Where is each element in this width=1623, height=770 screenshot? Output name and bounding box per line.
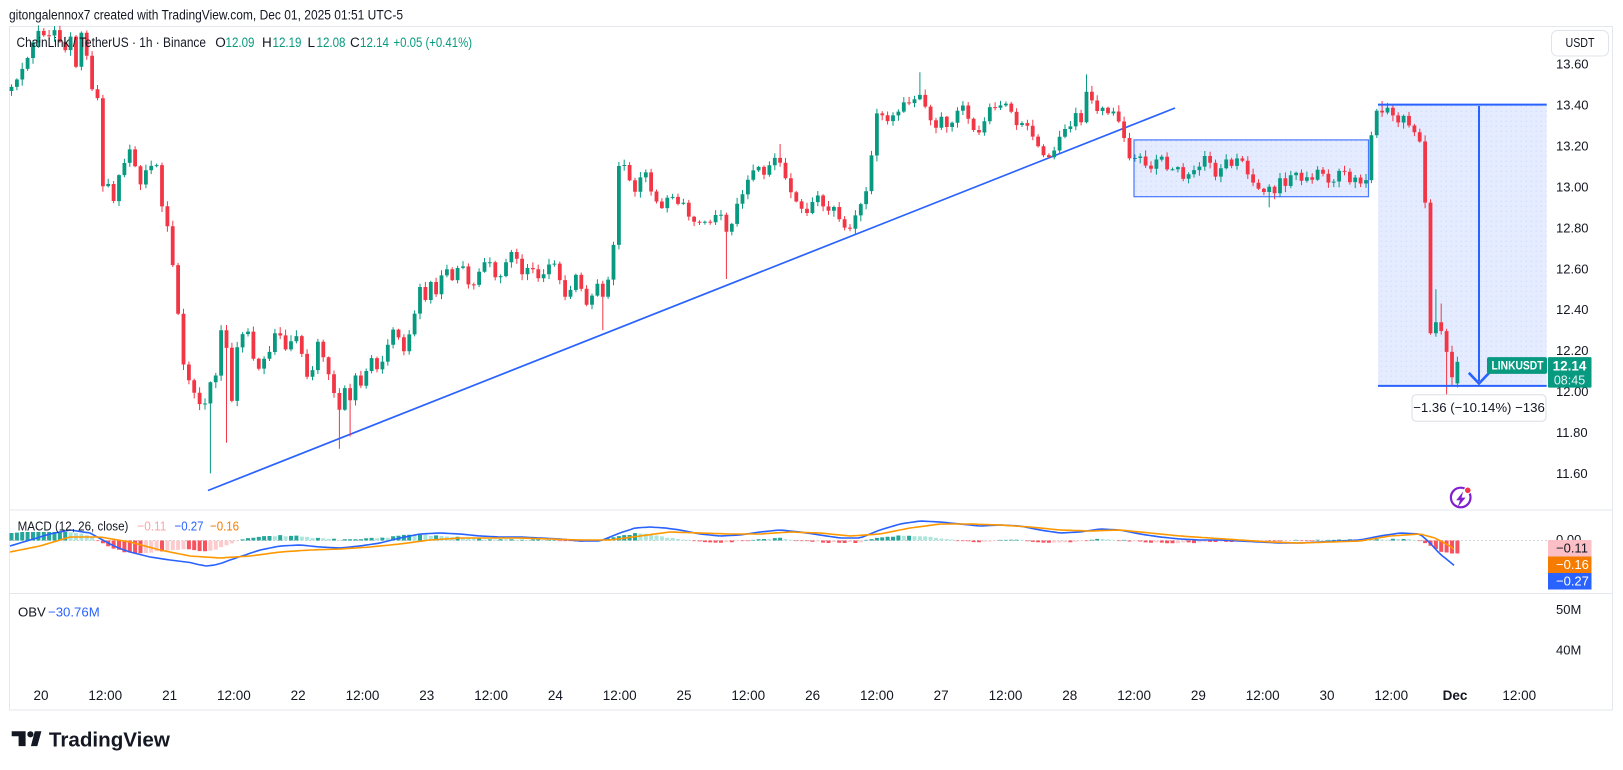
svg-text:−0.27: −0.27 <box>175 519 204 534</box>
svg-text:12.14: 12.14 <box>1553 359 1587 374</box>
svg-text:−0.27: −0.27 <box>1556 574 1589 589</box>
svg-text:12:00: 12:00 <box>1246 688 1280 703</box>
svg-text:12:00: 12:00 <box>346 688 380 703</box>
svg-text:12:00: 12:00 <box>1374 688 1408 703</box>
svg-text:C: C <box>350 35 360 50</box>
svg-text:13.40: 13.40 <box>1556 98 1589 113</box>
svg-text:12.14: 12.14 <box>360 35 389 50</box>
svg-text:12:00: 12:00 <box>860 688 894 703</box>
svg-text:L: L <box>308 35 316 50</box>
svg-text:25: 25 <box>676 688 691 703</box>
svg-text:12:00: 12:00 <box>474 688 508 703</box>
svg-text:23: 23 <box>419 688 434 703</box>
svg-text:12.19: 12.19 <box>273 35 302 50</box>
svg-text:40M: 40M <box>1556 643 1581 658</box>
svg-text:−1.36 (−10.14%) −136: −1.36 (−10.14%) −136 <box>1413 400 1545 415</box>
svg-text:30: 30 <box>1319 688 1334 703</box>
svg-text:21: 21 <box>162 688 177 703</box>
svg-text:12:00: 12:00 <box>603 688 637 703</box>
svg-text:13.00: 13.00 <box>1556 179 1589 194</box>
svg-text:ChainLink / TetherUS · 1h · Bi: ChainLink / TetherUS · 1h · Binance <box>17 35 207 50</box>
svg-text:11.60: 11.60 <box>1556 466 1588 481</box>
svg-text:13.60: 13.60 <box>1556 57 1589 72</box>
svg-text:12.40: 12.40 <box>1556 302 1589 317</box>
svg-text:gitongalennox7 created with Tr: gitongalennox7 created with TradingView.… <box>9 8 403 23</box>
svg-text:27: 27 <box>934 688 949 703</box>
svg-text:12:00: 12:00 <box>731 688 765 703</box>
svg-text:20: 20 <box>33 688 48 703</box>
svg-text:−0.11: −0.11 <box>137 519 166 534</box>
svg-text:28: 28 <box>1062 688 1077 703</box>
svg-text:USDT: USDT <box>1566 36 1595 50</box>
svg-text:12:00: 12:00 <box>989 688 1023 703</box>
svg-text:−30.76M: −30.76M <box>48 605 100 620</box>
svg-text:LINKUSDT: LINKUSDT <box>1492 359 1545 373</box>
svg-text:12.09: 12.09 <box>226 35 255 50</box>
svg-text:−0.16: −0.16 <box>1556 557 1589 572</box>
svg-text:H: H <box>262 35 272 50</box>
svg-text:13.20: 13.20 <box>1556 139 1589 154</box>
svg-text:50M: 50M <box>1556 602 1581 617</box>
svg-text:11.80: 11.80 <box>1556 425 1588 440</box>
svg-text:12.80: 12.80 <box>1556 220 1589 235</box>
svg-text:24: 24 <box>548 688 564 703</box>
svg-text:+0.05 (+0.41%): +0.05 (+0.41%) <box>394 35 473 50</box>
svg-text:12:00: 12:00 <box>1117 688 1151 703</box>
svg-text:−0.16: −0.16 <box>210 519 239 534</box>
svg-text:MACD (12, 26, close): MACD (12, 26, close) <box>18 519 129 534</box>
svg-text:29: 29 <box>1191 688 1206 703</box>
svg-text:08:45: 08:45 <box>1554 374 1585 388</box>
svg-text:−0.11: −0.11 <box>1556 541 1588 556</box>
svg-text:TradingView: TradingView <box>49 729 170 752</box>
svg-text:12.60: 12.60 <box>1556 261 1589 276</box>
svg-text:12.20: 12.20 <box>1556 343 1589 358</box>
svg-text:12.08: 12.08 <box>317 35 346 50</box>
svg-text:O: O <box>215 35 226 50</box>
svg-text:26: 26 <box>805 688 820 703</box>
svg-text:Dec: Dec <box>1443 688 1468 703</box>
svg-text:OBV: OBV <box>18 605 46 620</box>
svg-text:12.00: 12.00 <box>1556 384 1589 399</box>
svg-text:22: 22 <box>291 688 306 703</box>
svg-text:12:00: 12:00 <box>217 688 251 703</box>
svg-text:12:00: 12:00 <box>1502 688 1536 703</box>
svg-text:12:00: 12:00 <box>88 688 122 703</box>
